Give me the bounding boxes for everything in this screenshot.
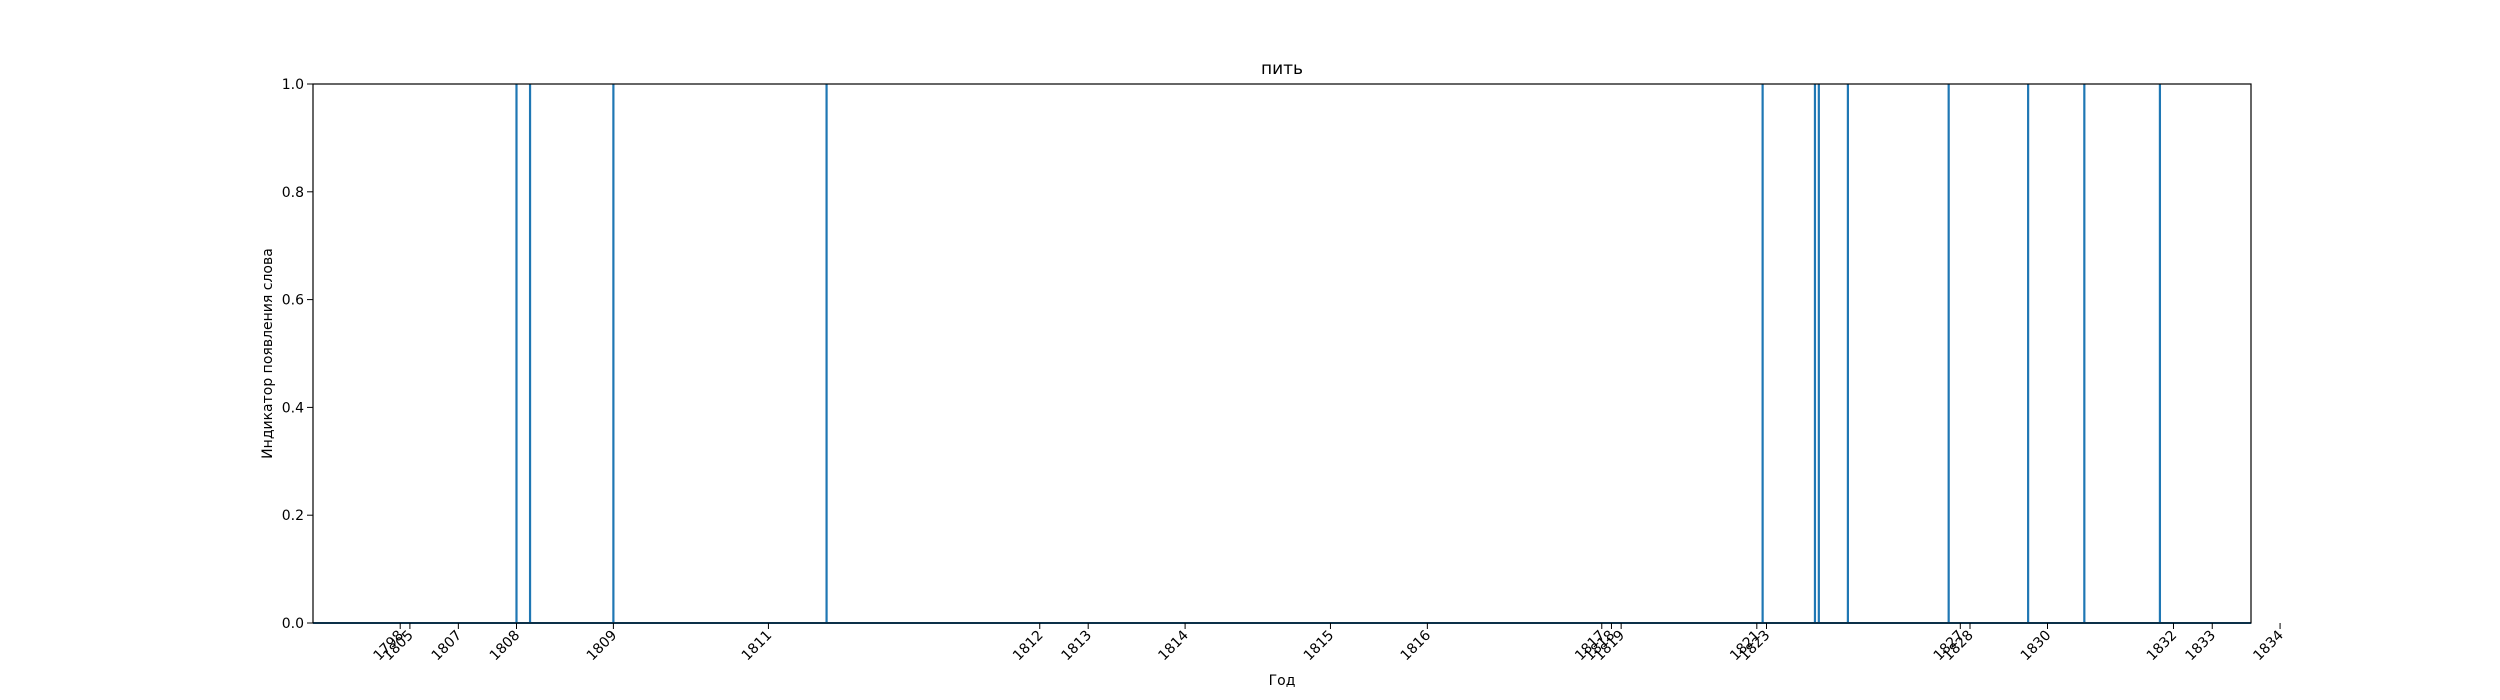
x-tick-label: 1815 [1301,628,1338,665]
x-tick-label: 1834 [2250,627,2287,664]
y-tick-label: 0.2 [282,508,304,524]
x-tick-label: 1811 [739,628,776,665]
x-tick-label: 1816 [1398,627,1435,664]
y-tick-label: 0.6 [282,293,304,309]
y-tick-label: 0.4 [282,400,304,416]
x-axis-title: Год [1269,673,1296,689]
x-tick-label: 1833 [2183,628,2220,665]
y-axis-title: Индикатор появления слова [260,248,276,459]
x-tick-label: 1809 [584,628,621,665]
y-tick-label: 0.8 [282,185,304,201]
x-tick-label: 1808 [487,628,524,665]
x-tick-label: 1830 [2018,628,2055,665]
y-axis: 0.0 0.2 0.4 0.6 0.8 1.0 [282,77,313,632]
plot-area [313,84,2251,624]
x-tick-label: 1832 [2144,628,2181,665]
x-tick-label: 1813 [1059,628,1096,665]
x-tick-label: 1812 [1010,628,1047,665]
chart-title: пить [1261,59,1303,79]
plot-frame [312,83,2252,624]
x-tick-label: 1814 [1155,627,1192,664]
y-tick-label: 1.0 [282,77,304,93]
y-tick-label: 0.0 [282,616,304,632]
x-tick-label: 1807 [429,628,466,665]
